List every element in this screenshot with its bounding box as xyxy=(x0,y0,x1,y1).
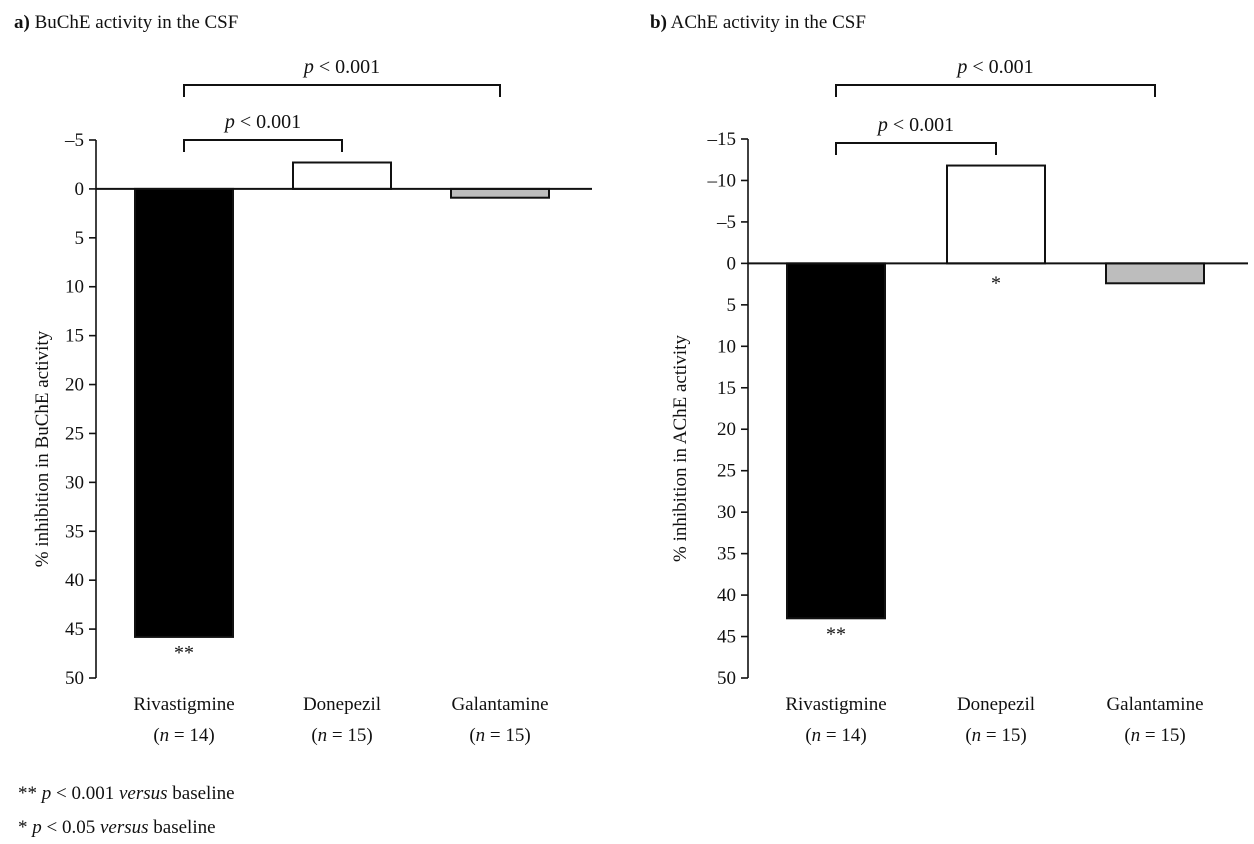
y-tick-label: 0 xyxy=(75,179,85,200)
y-tick-label: 40 xyxy=(717,585,736,606)
comparison-p-value: p < 0.001 xyxy=(955,56,1033,78)
category-label: Donepezil xyxy=(957,694,1035,715)
y-tick-label: 15 xyxy=(65,326,84,347)
comparison-bracket xyxy=(835,84,1156,97)
significance-marker: ** xyxy=(826,623,846,645)
comparison-bracket xyxy=(183,139,343,152)
chart-panel-a: a) BuChE activity in the CSF –5 0 5 10 15 20 25… xyxy=(14,12,592,746)
category-label: Donepezil xyxy=(303,694,381,715)
y-axis-label: % inhibition in BuChE activity xyxy=(32,330,53,567)
y-tick-label: 20 xyxy=(65,375,84,396)
chart-title: a) BuChE activity in the CSF xyxy=(14,12,238,33)
chart-panel-b: b) AChE activity in the CSF –15 –10 –5 0 5 10 1… xyxy=(650,12,1248,746)
bar-donepezil xyxy=(946,164,1046,265)
category-n-label: (n = 15) xyxy=(965,725,1026,746)
category-n-label: (n = 14) xyxy=(805,725,866,746)
y-tick-label: 0 xyxy=(727,253,737,274)
y-tick-label: 45 xyxy=(65,619,84,640)
y-tick-label: 25 xyxy=(65,423,84,444)
comparison-p-value: p < 0.001 xyxy=(876,114,954,136)
footnotes: ** p < 0.001 versus baseline * p < 0.05 v… xyxy=(18,783,235,838)
y-tick-label: 25 xyxy=(717,461,736,482)
y-tick-label: –15 xyxy=(707,129,737,150)
category-label: Rivastigmine xyxy=(785,694,886,715)
bar-rivastigmine xyxy=(134,187,234,638)
comparison-bracket xyxy=(183,84,501,97)
category-n-label: (n = 15) xyxy=(311,725,372,746)
chart-title: b) AChE activity in the CSF xyxy=(650,12,866,33)
y-tick-label: 30 xyxy=(65,472,84,493)
y-tick-label: 5 xyxy=(75,228,85,249)
y-tick-label: 50 xyxy=(65,668,84,689)
category-label: Galantamine xyxy=(1106,694,1203,715)
y-tick-label: –10 xyxy=(707,170,737,191)
y-tick-label: 45 xyxy=(717,627,736,648)
y-axis-label: % inhibition in AChE activity xyxy=(670,335,691,562)
y-tick-label: –5 xyxy=(64,130,84,151)
bar-donepezil xyxy=(292,161,392,190)
category-label: Rivastigmine xyxy=(133,694,234,715)
y-tick-label: 30 xyxy=(717,502,736,523)
footnote: * p < 0.05 versus baseline xyxy=(18,817,216,838)
comparison-bracket xyxy=(835,142,997,155)
y-tick-label: 35 xyxy=(717,544,736,565)
y-tick-label: 40 xyxy=(65,570,84,591)
y-tick-label: –5 xyxy=(716,212,736,233)
bar-rivastigmine xyxy=(786,262,886,620)
category-n-label: (n = 14) xyxy=(153,725,214,746)
footnote: ** p < 0.001 versus baseline xyxy=(18,783,235,804)
category-n-label: (n = 15) xyxy=(1124,725,1185,746)
bar-galantamine xyxy=(1105,262,1205,285)
y-tick-label: 10 xyxy=(65,277,84,298)
category-n-label: (n = 15) xyxy=(469,725,530,746)
significance-marker: * xyxy=(991,272,1001,294)
y-tick-label: 15 xyxy=(717,378,736,399)
y-tick-label: 50 xyxy=(717,668,736,689)
y-tick-label: 10 xyxy=(717,336,736,357)
comparison-p-value: p < 0.001 xyxy=(223,111,301,133)
category-label: Galantamine xyxy=(451,694,548,715)
y-tick-label: 35 xyxy=(65,521,84,542)
comparison-p-value: p < 0.001 xyxy=(302,56,380,78)
significance-marker: ** xyxy=(174,642,194,664)
y-tick-label: 5 xyxy=(727,295,737,316)
y-tick-label: 20 xyxy=(717,419,736,440)
bar-galantamine xyxy=(450,187,550,199)
